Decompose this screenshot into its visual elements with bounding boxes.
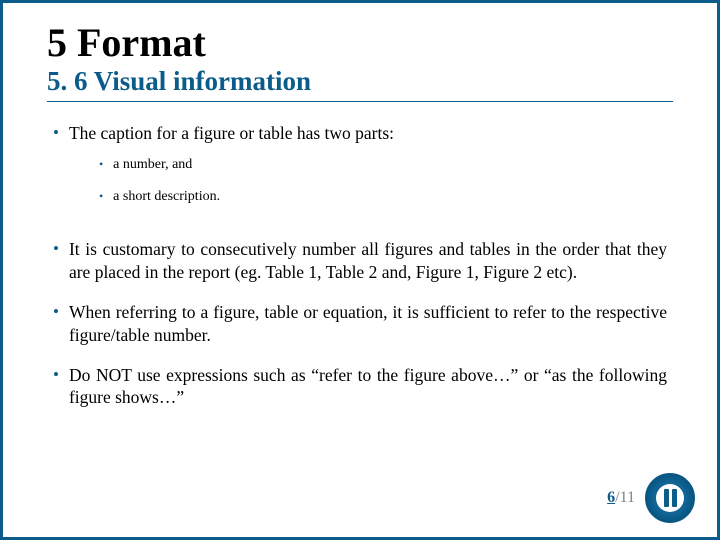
bullet-item: • When referring to a figure, table or e…: [53, 301, 667, 346]
page-number: 6/11: [607, 489, 635, 507]
footer: 6/11: [607, 473, 695, 523]
page-current: 6: [607, 489, 615, 506]
sub-bullet-item: • a number, and: [99, 156, 667, 174]
university-logo-icon: [645, 473, 695, 523]
bullet-text: The caption for a figure or table has tw…: [69, 123, 394, 143]
title-sub: 5. 6 Visual information: [47, 67, 673, 102]
bullet-item: • The caption for a figure or table has …: [53, 122, 667, 221]
bullet-marker-icon: •: [99, 188, 103, 206]
bullet-marker-icon: •: [99, 156, 103, 174]
slide-frame: 5 Format 5. 6 Visual information • The c…: [0, 0, 720, 540]
sub-list: • a number, and • a short description.: [69, 156, 667, 206]
sub-bullet-text: a number, and: [113, 156, 667, 174]
page-total: 11: [620, 489, 635, 506]
bullet-marker-icon: •: [53, 238, 59, 283]
sub-bullet-text: a short description.: [113, 188, 667, 206]
bullet-marker-icon: •: [53, 364, 59, 409]
bullet-text: Do NOT use expressions such as “refer to…: [69, 364, 667, 409]
content-area: • The caption for a figure or table has …: [47, 122, 673, 409]
bullet-text: When referring to a figure, table or equ…: [69, 301, 667, 346]
sub-bullet-item: • a short description.: [99, 188, 667, 206]
bullet-text: It is customary to consecutively number …: [69, 238, 667, 283]
bullet-item: • Do NOT use expressions such as “refer …: [53, 364, 667, 409]
title-main: 5 Format: [47, 21, 673, 65]
bullet-item: • It is customary to consecutively numbe…: [53, 238, 667, 283]
bullet-marker-icon: •: [53, 122, 59, 221]
bullet-marker-icon: •: [53, 301, 59, 346]
